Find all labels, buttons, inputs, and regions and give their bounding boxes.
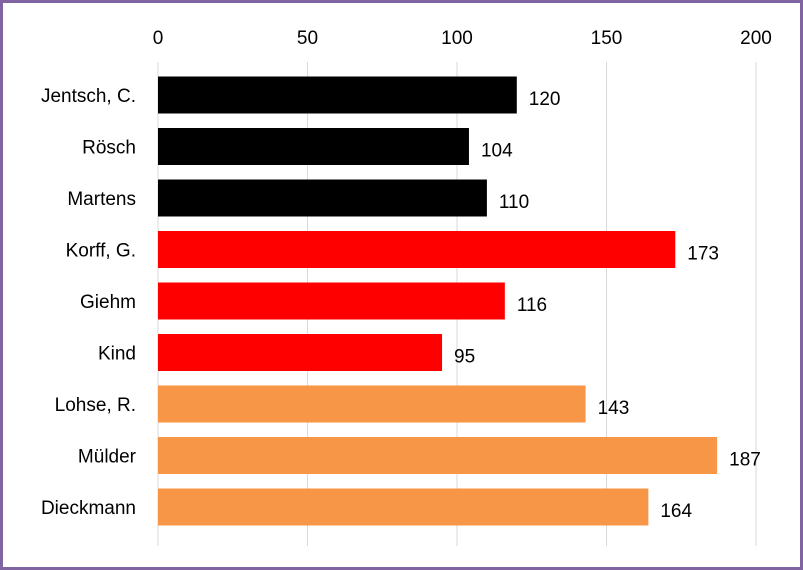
- bar: [158, 437, 718, 474]
- data-label: 104: [481, 141, 513, 162]
- data-label: 110: [499, 192, 529, 213]
- bars: [158, 76, 718, 526]
- bar: [158, 179, 487, 217]
- bar: [158, 231, 676, 268]
- bar: [158, 385, 586, 423]
- category-label: Lohse, R.: [55, 395, 136, 416]
- data-label: 187: [729, 450, 761, 471]
- x-axis-ticks: 0 50 100 150 200: [153, 28, 772, 49]
- bar: [158, 282, 505, 320]
- bar: [158, 488, 649, 526]
- x-tick-label: 0: [153, 28, 164, 49]
- data-label: 143: [598, 398, 630, 419]
- x-tick-label: 50: [297, 28, 318, 49]
- bar: [158, 76, 517, 114]
- x-tick-label: 200: [740, 28, 772, 49]
- data-label: 120: [529, 89, 561, 110]
- x-tick-label: 150: [591, 28, 623, 49]
- data-label: 164: [660, 501, 692, 522]
- category-label: Jentsch, C.: [41, 86, 136, 107]
- category-label: Korff, G.: [66, 241, 136, 262]
- category-label: Kind: [98, 344, 136, 365]
- category-label: Giehm: [80, 292, 136, 313]
- bar: [158, 128, 469, 165]
- data-label: 116: [517, 295, 547, 316]
- data-label: 95: [454, 347, 475, 368]
- bar: [158, 334, 443, 371]
- x-tick-label: 100: [441, 28, 473, 49]
- data-label: 173: [687, 244, 719, 265]
- category-labels: Jentsch, C. Rösch Martens Korff, G. Giehm Kin…: [41, 86, 137, 519]
- category-label: Rösch: [82, 138, 136, 159]
- category-label: Mülder: [78, 447, 137, 468]
- category-label: Dieckmann: [41, 498, 136, 519]
- category-label: Martens: [67, 189, 136, 210]
- data-labels: 120 104 110 173 116 95 143 187 164: [454, 89, 761, 522]
